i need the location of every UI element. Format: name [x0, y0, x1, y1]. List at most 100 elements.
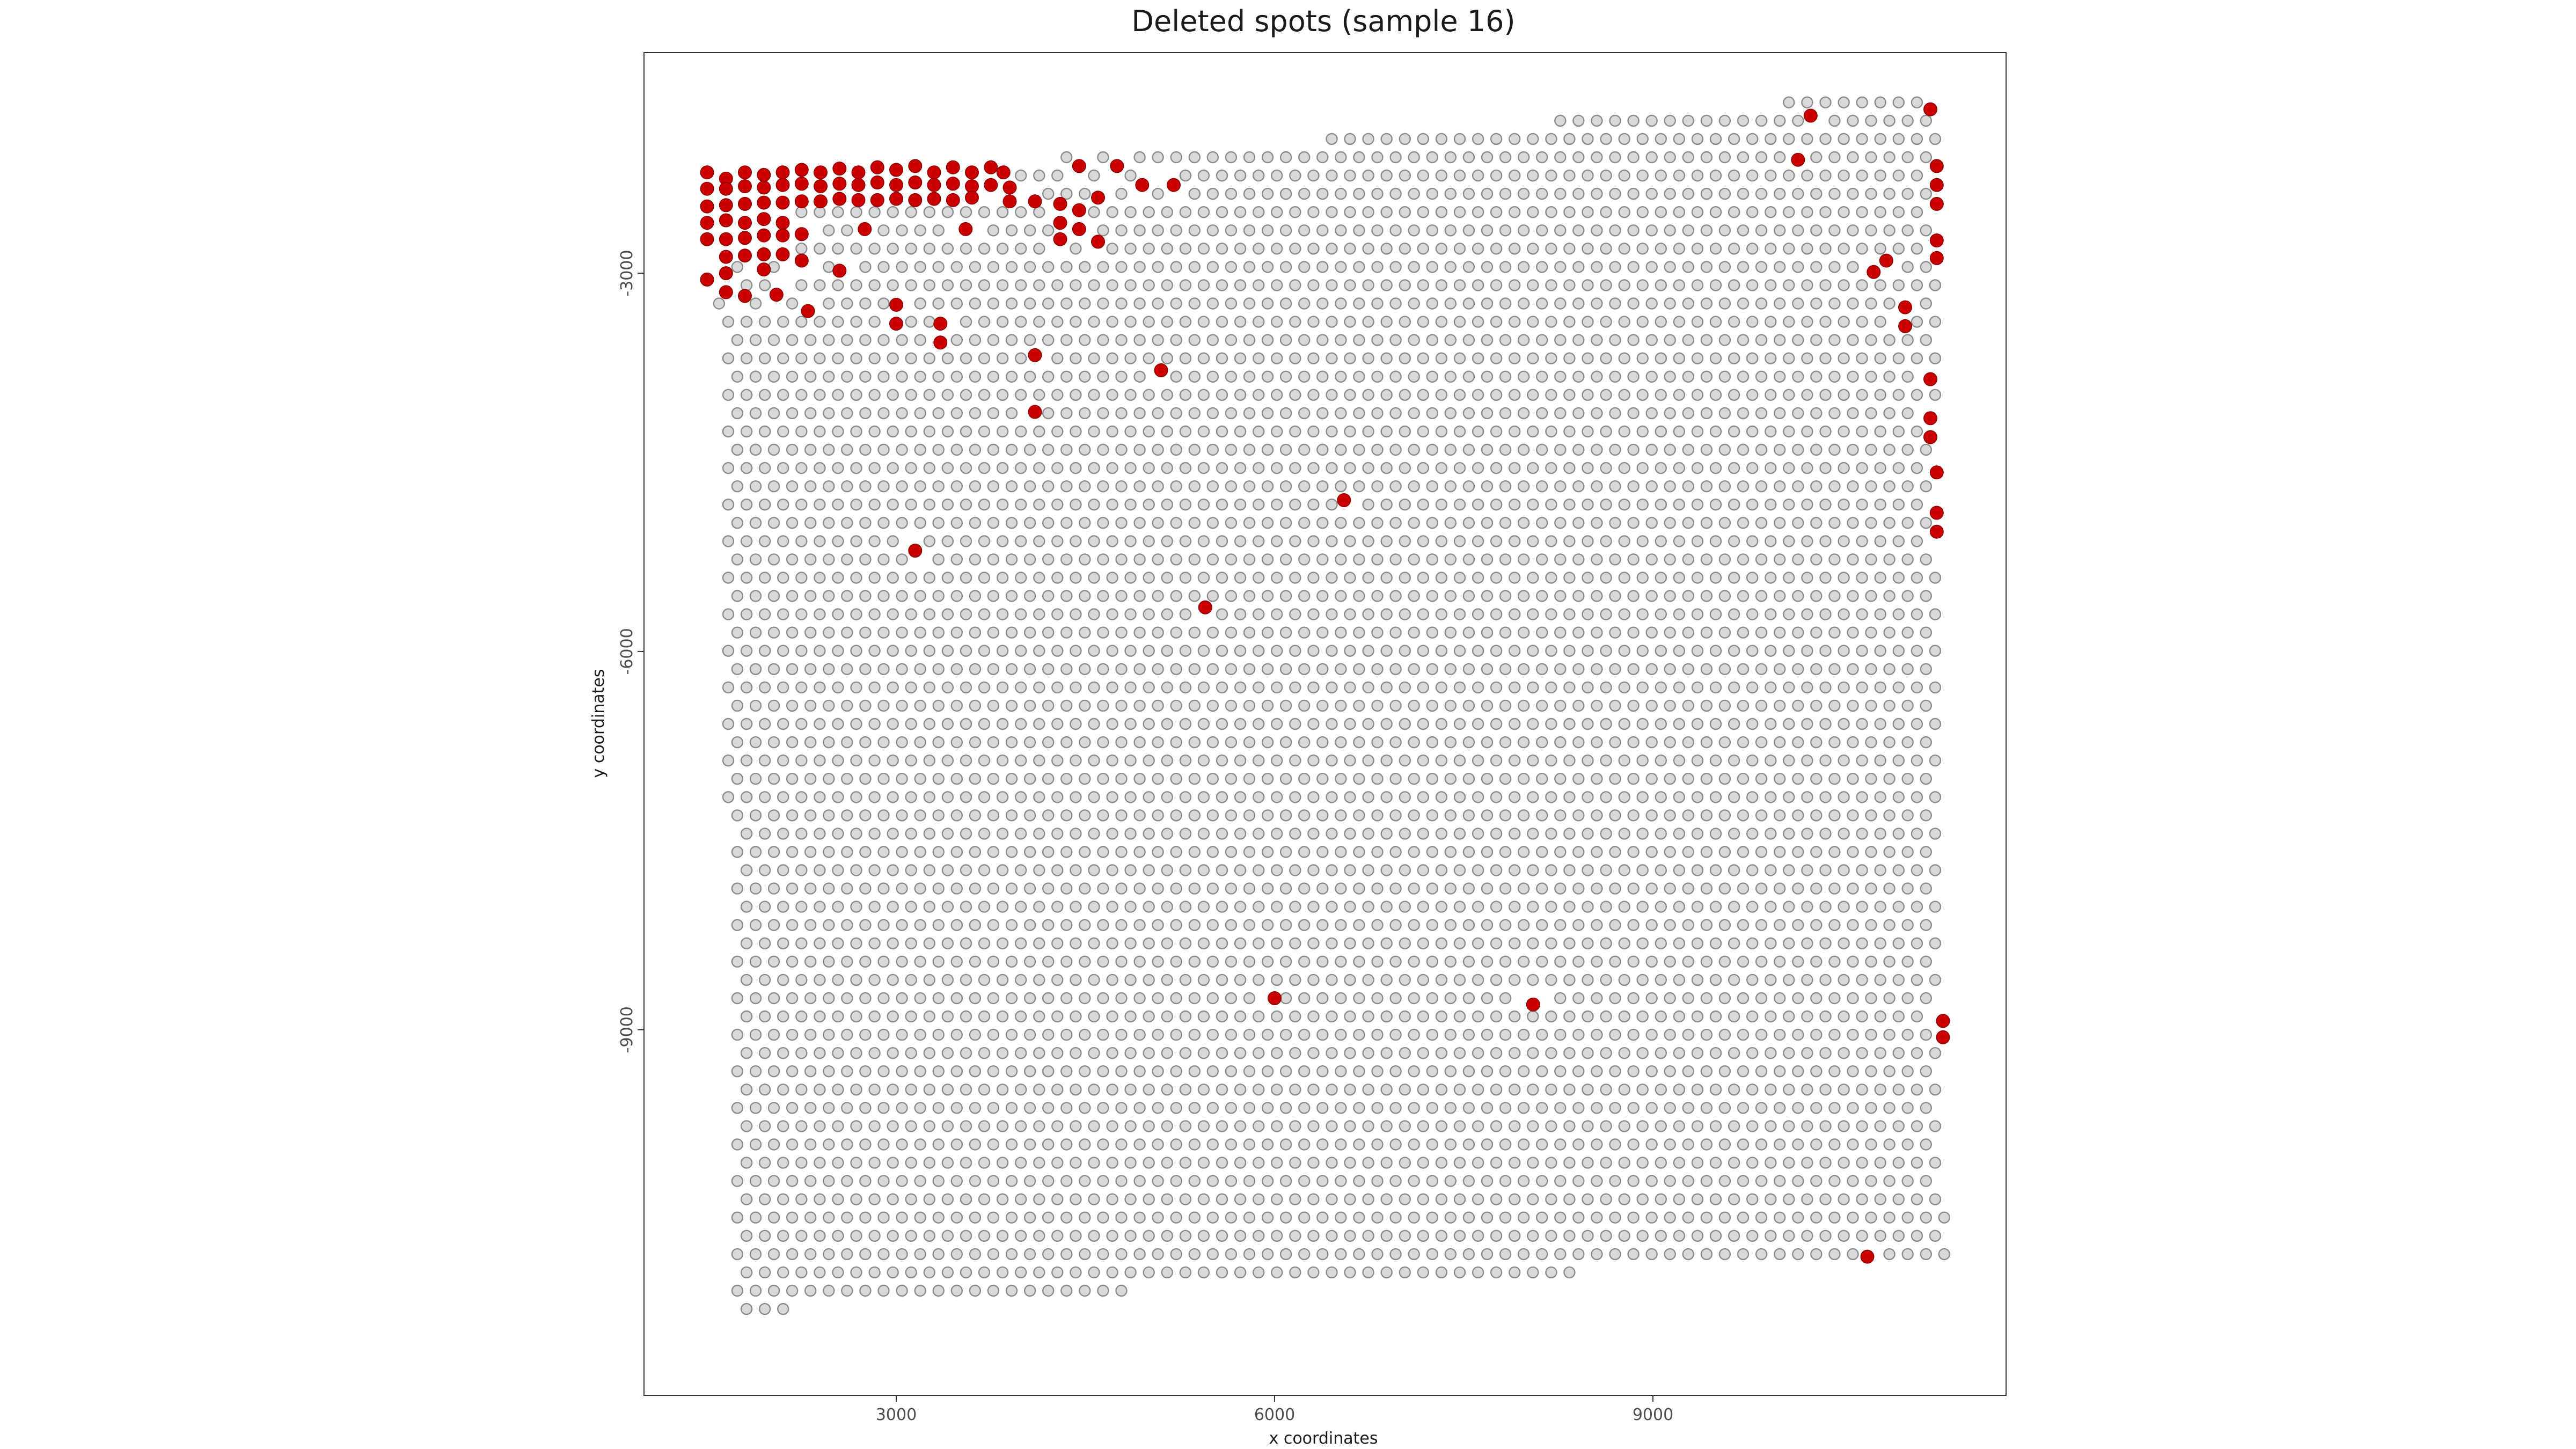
kept-spot — [1911, 206, 1923, 218]
kept-spot — [1472, 864, 1484, 876]
kept-spot — [1316, 334, 1329, 346]
kept-spot — [987, 1065, 1000, 1078]
kept-spot — [1088, 462, 1100, 474]
kept-spot — [1865, 699, 1877, 712]
kept-spot — [1289, 1120, 1301, 1132]
kept-spot — [1517, 224, 1530, 237]
kept-spot — [1408, 187, 1420, 200]
kept-spot — [1737, 1138, 1750, 1151]
kept-spot — [1143, 718, 1155, 730]
kept-spot — [1206, 407, 1219, 420]
kept-spot — [786, 517, 799, 529]
kept-spot — [1042, 334, 1055, 346]
kept-spot — [1655, 462, 1667, 474]
kept-spot — [1618, 937, 1630, 950]
kept-spot — [1755, 261, 1768, 273]
kept-spot — [914, 882, 926, 895]
kept-spot — [804, 1028, 817, 1041]
kept-spot — [1206, 919, 1219, 931]
kept-spot — [1847, 1175, 1859, 1187]
kept-spot — [1755, 1102, 1768, 1114]
kept-spot — [969, 1248, 982, 1261]
kept-spot — [1279, 955, 1292, 968]
kept-spot — [1444, 736, 1457, 749]
kept-spot — [1316, 809, 1329, 822]
kept-spot — [1856, 791, 1868, 803]
kept-spot — [758, 1193, 771, 1205]
kept-spot — [1901, 919, 1914, 931]
kept-spot — [1088, 645, 1100, 657]
kept-spot — [1179, 754, 1192, 767]
kept-spot — [1014, 352, 1027, 364]
kept-spot — [859, 1175, 872, 1187]
kept-spot — [868, 645, 881, 657]
kept-spot — [1545, 499, 1557, 511]
kept-spot — [1673, 901, 1686, 913]
kept-spot — [1490, 754, 1503, 767]
kept-spot — [1673, 352, 1686, 364]
kept-spot — [1563, 1120, 1576, 1132]
kept-spot — [1316, 370, 1329, 383]
kept-spot — [1316, 297, 1329, 310]
kept-spot — [868, 1084, 881, 1096]
kept-spot — [1892, 1120, 1905, 1132]
kept-spot — [1911, 352, 1923, 364]
kept-spot — [850, 243, 862, 255]
deleted-spot — [933, 317, 948, 331]
kept-spot — [1709, 937, 1722, 950]
kept-spot — [1179, 791, 1192, 803]
kept-spot — [987, 626, 1000, 639]
kept-spot — [1737, 809, 1750, 822]
kept-spot — [1920, 224, 1933, 237]
kept-spot — [1335, 407, 1347, 420]
kept-spot — [923, 499, 936, 511]
kept-spot — [1901, 1102, 1914, 1114]
kept-spot — [1874, 974, 1886, 986]
kept-spot — [905, 901, 917, 913]
kept-spot — [1435, 1157, 1448, 1169]
kept-spot — [960, 499, 972, 511]
kept-spot — [1481, 1028, 1494, 1041]
kept-spot — [1417, 279, 1430, 291]
kept-spot — [1060, 919, 1073, 931]
kept-spot — [1765, 1084, 1777, 1096]
kept-spot — [1042, 1102, 1055, 1114]
kept-spot — [1911, 791, 1923, 803]
kept-spot — [1792, 370, 1804, 383]
kept-spot — [1444, 992, 1457, 1005]
kept-spot — [868, 462, 881, 474]
kept-spot — [914, 297, 926, 310]
kept-spot — [1289, 425, 1301, 438]
kept-spot — [1005, 517, 1018, 529]
kept-spot — [1005, 919, 1018, 931]
kept-spot — [1682, 480, 1695, 493]
kept-spot — [1718, 1211, 1731, 1224]
kept-spot — [1042, 480, 1055, 493]
kept-spot — [1033, 1046, 1045, 1059]
kept-spot — [1773, 882, 1786, 895]
kept-spot — [1773, 1211, 1786, 1224]
kept-spot — [1499, 407, 1512, 420]
kept-spot — [1700, 553, 1713, 566]
kept-spot — [758, 1046, 771, 1059]
kept-spot — [1371, 590, 1384, 602]
kept-spot — [1600, 1046, 1612, 1059]
kept-spot — [978, 718, 991, 730]
kept-spot — [740, 1193, 753, 1205]
kept-spot — [969, 297, 982, 310]
kept-spot — [1490, 535, 1503, 547]
kept-spot — [1307, 535, 1320, 547]
kept-spot — [1005, 1102, 1018, 1114]
kept-spot — [1618, 864, 1630, 876]
kept-spot — [1371, 480, 1384, 493]
kept-spot — [932, 1175, 945, 1187]
kept-spot — [1527, 864, 1539, 876]
kept-spot — [1115, 1065, 1128, 1078]
kept-spot — [1527, 169, 1539, 182]
kept-spot — [1023, 1028, 1036, 1041]
kept-spot — [1691, 974, 1704, 986]
kept-spot — [1188, 882, 1201, 895]
kept-spot — [1728, 864, 1740, 876]
kept-spot — [1527, 316, 1539, 328]
kept-spot — [1060, 1211, 1073, 1224]
